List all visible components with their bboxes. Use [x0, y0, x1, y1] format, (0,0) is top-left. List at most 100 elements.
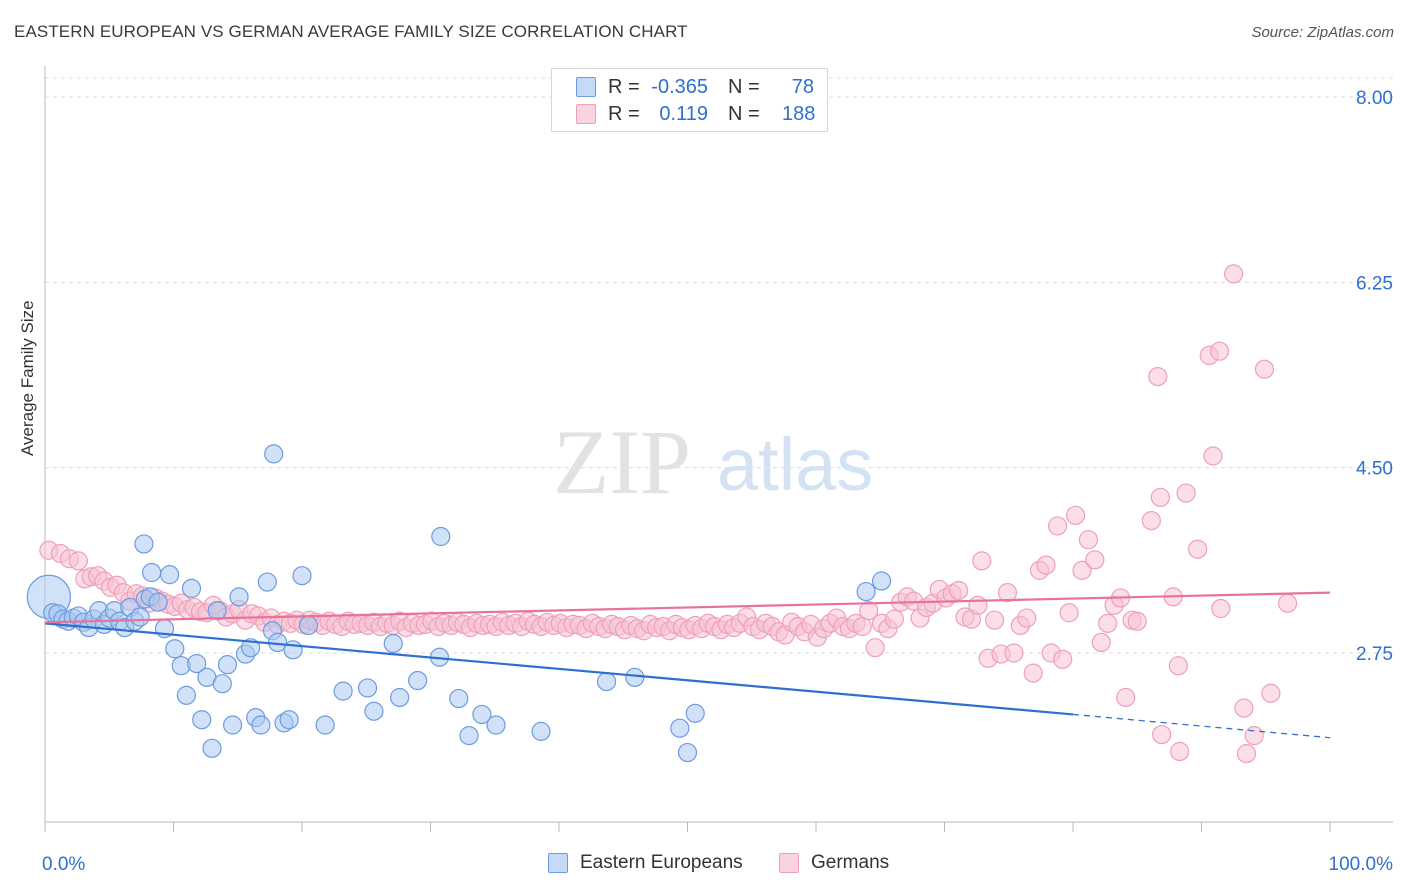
legend-swatch-pink: [576, 104, 596, 124]
x-tick-label-max: 100.0%: [1329, 854, 1394, 875]
x-tick-labels: 0.0% 100.0%: [42, 854, 1393, 875]
data-point: [68, 551, 89, 571]
data-point: [357, 678, 378, 698]
data-point: [677, 742, 698, 763]
data-point: [1234, 698, 1254, 718]
data-point: [364, 701, 384, 721]
data-point: [160, 565, 180, 585]
data-point: [187, 653, 207, 674]
data-point: [1047, 516, 1068, 536]
data-point: [333, 681, 353, 701]
data-point: [871, 571, 892, 591]
data-point: [223, 715, 243, 735]
data-point: [192, 710, 212, 730]
data-point: [1277, 593, 1298, 613]
y-tick-label: 6.25: [1356, 273, 1393, 294]
data-point: [472, 704, 492, 725]
data-point: [292, 566, 312, 586]
data-point: [968, 595, 988, 615]
data-point: [1211, 598, 1231, 619]
data-point: [383, 633, 403, 654]
data-point: [531, 721, 551, 741]
trend-lines: [44, 591, 1331, 739]
data-point: [142, 562, 162, 583]
data-point: [1091, 632, 1111, 653]
legend-row-germans: R = 0.119 N = 188: [576, 102, 815, 125]
data-point: [1098, 613, 1118, 633]
data-point: [1017, 608, 1037, 628]
trend-line-eastern-europeans-extrapolated: [1072, 713, 1331, 739]
data-point: [596, 671, 617, 692]
bottom-legend-swatch-blue: [548, 853, 568, 873]
data-point: [949, 580, 969, 601]
data-point: [884, 609, 904, 629]
legend-n-label: N =: [728, 102, 760, 125]
data-point: [1148, 366, 1168, 387]
watermark: ZIP atlas: [553, 411, 873, 513]
data-point: [859, 601, 879, 621]
y-tick-label: 2.75: [1356, 644, 1393, 665]
bottom-legend-label: Germans: [811, 852, 890, 873]
bottom-legend-swatch-pink: [779, 853, 799, 873]
data-point: [1053, 649, 1073, 669]
x-tick-label-min: 0.0%: [42, 854, 85, 875]
data-point: [1244, 726, 1264, 746]
bottom-legend-label: Eastern Europeans: [580, 852, 743, 873]
data-point: [1152, 724, 1172, 745]
source-label: Source: ZipAtlas.com: [1251, 24, 1394, 41]
data-point: [207, 601, 227, 621]
axes: [44, 66, 1393, 832]
y-tick-label: 8.00: [1356, 88, 1393, 109]
data-point: [985, 610, 1005, 630]
legend-r-value: -0.365: [651, 75, 708, 98]
data-point: [1127, 611, 1147, 631]
legend-row-eastern-europeans: R = -0.365 N = 78: [576, 76, 814, 98]
data-point: [251, 715, 271, 735]
data-point: [176, 685, 196, 705]
data-point: [1085, 550, 1105, 570]
eastern-europeans-points: [26, 444, 892, 763]
data-point: [1072, 560, 1092, 580]
data-point: [408, 670, 428, 691]
legend-n-value: 78: [791, 75, 814, 98]
data-point: [1023, 663, 1043, 683]
data-point: [865, 638, 885, 658]
data-point: [390, 687, 410, 708]
data-point: [1116, 687, 1136, 708]
chart-title: EASTERN EUROPEAN VS GERMAN AVERAGE FAMIL…: [14, 22, 688, 41]
data-point: [1209, 341, 1230, 361]
data-point: [1141, 511, 1161, 531]
data-point: [1036, 555, 1056, 575]
data-point: [217, 655, 238, 675]
data-point: [1176, 483, 1196, 503]
data-point: [148, 592, 168, 612]
data-point: [1236, 744, 1257, 764]
data-point: [972, 551, 992, 571]
watermark-zip: ZIP: [553, 411, 691, 513]
data-point: [283, 640, 303, 660]
data-point: [1004, 643, 1024, 663]
legend-r-label: R =: [608, 102, 640, 125]
data-point: [1170, 741, 1190, 762]
data-point: [1065, 505, 1086, 525]
data-point: [1078, 530, 1099, 550]
data-point: [486, 715, 506, 735]
data-point: [165, 639, 185, 659]
y-tick-labels: 2.75 4.50 6.25 8.00: [1356, 88, 1393, 665]
data-point: [298, 615, 319, 636]
data-point: [1150, 487, 1170, 507]
y-tick-label: 4.50: [1356, 459, 1393, 480]
data-point: [1168, 656, 1188, 676]
bottom-legend-germans: Germans: [779, 852, 889, 874]
data-point: [229, 587, 249, 607]
legend-r-label: R =: [608, 75, 640, 98]
trend-line-eastern-europeans: [44, 622, 1074, 716]
bottom-legend: Eastern Europeans Germans: [0, 852, 1406, 878]
data-point: [202, 738, 222, 758]
data-point: [685, 703, 705, 723]
data-point: [315, 715, 335, 735]
data-point: [257, 572, 277, 592]
grid-lines: [45, 77, 1393, 654]
data-point: [431, 526, 451, 547]
